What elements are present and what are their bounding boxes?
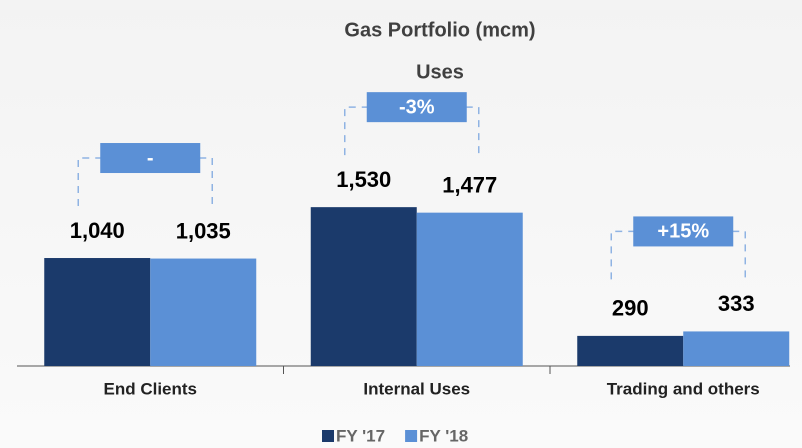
annotation-box xyxy=(633,216,734,247)
chart-subtitle: Uses xyxy=(416,61,464,83)
annotation-label: - xyxy=(147,147,154,169)
data-label: 290 xyxy=(612,296,649,321)
x-tick-label: Internal Uses xyxy=(363,379,470,398)
annotation-label: +15% xyxy=(657,221,709,243)
annotation-label: -3% xyxy=(399,96,435,118)
chart-title: Gas Portfolio (mcm) xyxy=(344,19,535,41)
bar xyxy=(310,207,417,366)
data-label: 1,035 xyxy=(176,218,231,243)
bar xyxy=(577,335,684,366)
legend-swatch xyxy=(405,430,418,442)
annotation-box xyxy=(366,92,467,123)
legend-label: FY '17 xyxy=(336,426,385,445)
data-label: 333 xyxy=(718,291,755,316)
bar xyxy=(416,212,523,366)
data-label: 1,477 xyxy=(442,172,497,197)
legend-label: FY '18 xyxy=(419,426,468,445)
x-tick-label: End Clients xyxy=(103,379,197,398)
x-tick-label: Trading and others xyxy=(607,379,760,398)
data-label: 1,040 xyxy=(70,218,125,243)
bar xyxy=(683,331,790,366)
bar xyxy=(150,258,257,366)
annotation-box xyxy=(100,143,201,174)
bar xyxy=(44,258,151,366)
legend-swatch xyxy=(322,430,334,442)
data-label: 1,530 xyxy=(336,167,391,192)
